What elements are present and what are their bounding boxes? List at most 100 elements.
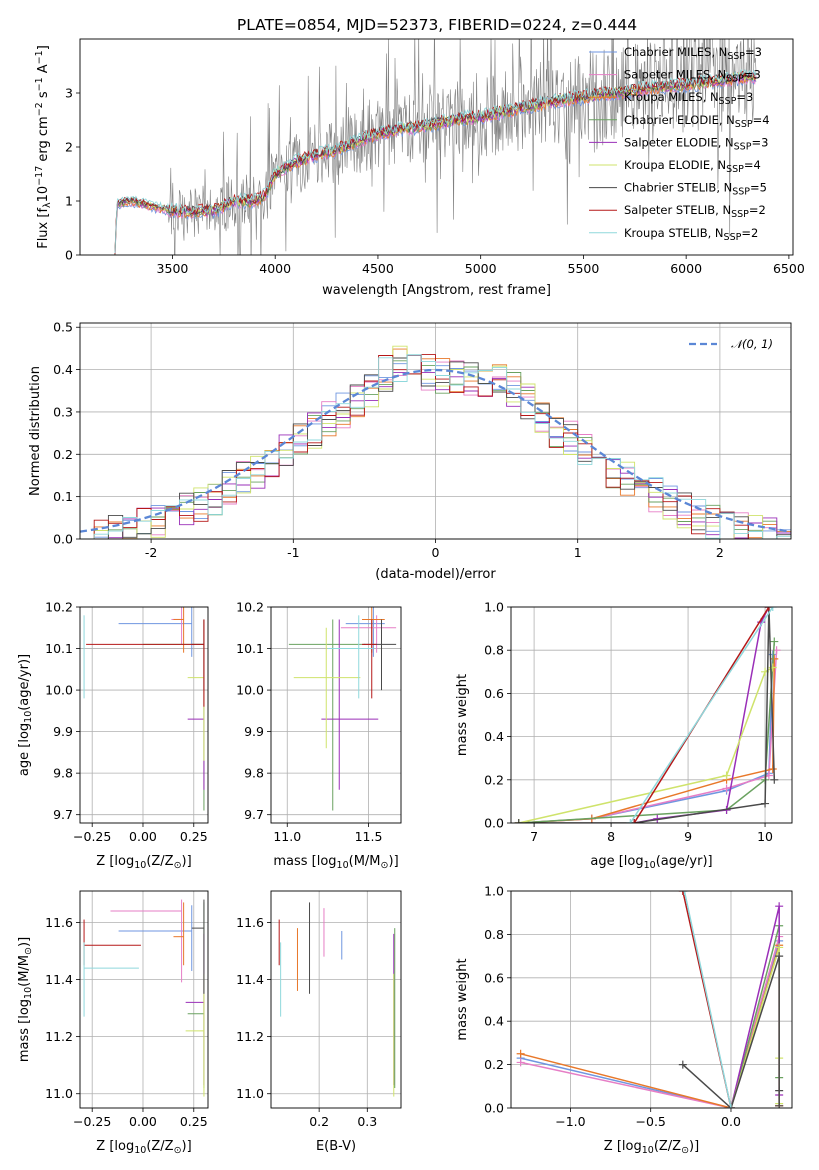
axes-frame [270,606,402,824]
panel-8: −1.0 −0.5 0.0 0.0 0.2 0.4 0.6 0.8 1.0 Z [log10(Z/… [455,884,793,1156]
series-line [518,607,776,823]
errorbar-point-2 [173,902,185,966]
y-tick-label: 0.1 [53,489,73,504]
axes-frame [79,38,794,256]
legend-item: Kroupa ELODIE, NSSP=4 [624,158,761,175]
series-line [730,906,780,1108]
plot-area [288,607,397,811]
series-marker [770,654,779,663]
errorbar-point-3 [142,619,205,811]
series-marker [761,799,770,808]
errorbar-point-1 [171,607,183,645]
plot-area [278,902,396,1097]
plot-area [516,891,784,1108]
x-tick-label: 0.25 [180,829,208,844]
series-marker [775,943,784,952]
errorbar-point-0 [118,607,193,657]
axes-frame [510,606,793,824]
x-tick-label: −1.0 [555,1114,585,1129]
axes-frame [79,322,792,540]
y-tick-label: 0.5 [53,320,73,335]
x-tick-label: 0.0 [721,1114,741,1129]
panel-6: −0.25 0.00 0.25 11.0 11.2 11.4 11.6 Z [log10(Z/… [17,890,209,1156]
y-axis-label: mass weight [455,958,470,1040]
series-8 [626,607,777,823]
x-tick-label: 0.2 [309,1114,329,1129]
y-axis-label-text: age [log10(age/yr)] [17,654,34,776]
legend-item: 𝒩(0, 1) [731,337,773,351]
x-tick-label: 8 [607,829,615,844]
x-tick-label: 0.25 [180,1114,208,1129]
y-tick-label: 11.0 [45,1086,73,1101]
y-tick-label: 11.6 [236,915,264,930]
y-tick-label: 10.1 [45,641,73,656]
errorbar-point-8 [327,615,374,699]
errorbar-point-0 [118,905,193,971]
x-tick-label: 5500 [568,261,600,276]
x-tick-label: −0.5 [636,1114,666,1129]
x-axis-label: E(B-V) [316,1139,356,1154]
series-8 [680,891,735,1108]
errorbar-point-5 [293,627,361,749]
series-marker [770,775,779,784]
series-marker [722,784,731,793]
legend: Chabrier MILES, NSSP=3 Salpeter MILES, NS… [589,45,770,243]
series-marker [775,1101,784,1108]
series-marker [770,637,779,646]
legend-item: Salpeter STELIB, NSSP=2 [624,203,766,220]
y-tick-label: 11.4 [45,972,73,987]
y-axis-label: Flux [fλ10−17 erg cm−2 s−1 A−1] [34,45,53,249]
series-marker [768,607,777,611]
y-tick-label: 10.1 [236,641,264,656]
plot-area [80,345,791,539]
y-tick-label: 0.0 [484,816,504,831]
y-tick-label: 1.0 [484,884,504,899]
y-axis-label-text: Flux [fλ10−17 erg cm−2 s−1 A−1] [34,45,53,249]
x-tick-label: -1 [287,545,299,560]
histogram-step-7 [80,354,791,539]
panel-5: 7 8 9 10 0.0 0.2 0.4 0.6 0.8 1.0 age [log10(age/yr… [455,600,793,871]
x-tick-label: 6500 [773,261,805,276]
y-axis-label: mass [log10(M/M⊙)] [17,937,34,1062]
y-axis-label: mass weight [455,674,470,756]
y-tick-label: 0.4 [484,729,504,744]
axes-frame [510,890,793,1109]
y-tick-label: 11.6 [45,915,73,930]
series-marker [726,1104,735,1108]
legend-item: Kroupa MILES, NSSP=3 [624,90,753,107]
y-tick-label: 11.2 [236,1029,264,1044]
series-marker [630,819,639,823]
panel-1: 3500 4000 4500 5000 5500 6000 6500 0 1 2 3 Flux [fλ… [34,38,805,298]
x-tick-label: −0.25 [73,829,111,844]
series-marker [775,902,784,911]
x-tick-label: 11.0 [273,829,301,844]
panel-4: 11.0 11.5 9.7 9.8 9.9 10.0 10.1 10.2 mass [log10… [236,600,402,871]
x-tick-label: 11.5 [355,829,383,844]
legend-item: Chabrier ELODIE, NSSP=4 [624,113,770,130]
y-tick-label: 9.7 [244,807,264,822]
x-axis-label: Z [log10(Z/Z⊙)] [96,854,191,871]
series-line [629,607,774,823]
y-tick-label: 0.0 [53,532,73,547]
series-marker [514,819,523,823]
x-tick-label: 5000 [465,261,497,276]
series-marker [516,1049,525,1058]
errorbar-point-7 [86,619,205,707]
errorbar-point-7 [83,919,141,966]
y-tick-label: 10.0 [45,683,73,698]
x-tick-label: 4500 [362,261,394,276]
series-1 [516,932,784,1108]
series-marker [768,765,777,773]
legend-item: Chabrier MILES, NSSP=3 [624,45,762,62]
series-5 [514,663,777,823]
series-line [520,945,780,1108]
figure-title: PLATE=0854, MJD=52373, FIBERID=0224, z=0… [237,16,637,34]
x-tick-label: 7 [530,829,538,844]
y-tick-label: 0.2 [53,447,73,462]
y-tick-label: 9.8 [53,766,73,781]
y-axis-label: age [log10(age/yr)] [17,654,34,776]
x-axis-label: mass [log10(M/M⊙)] [273,854,398,871]
y-tick-label: 0.2 [484,772,504,787]
y-tick-label: 11.4 [236,972,264,987]
